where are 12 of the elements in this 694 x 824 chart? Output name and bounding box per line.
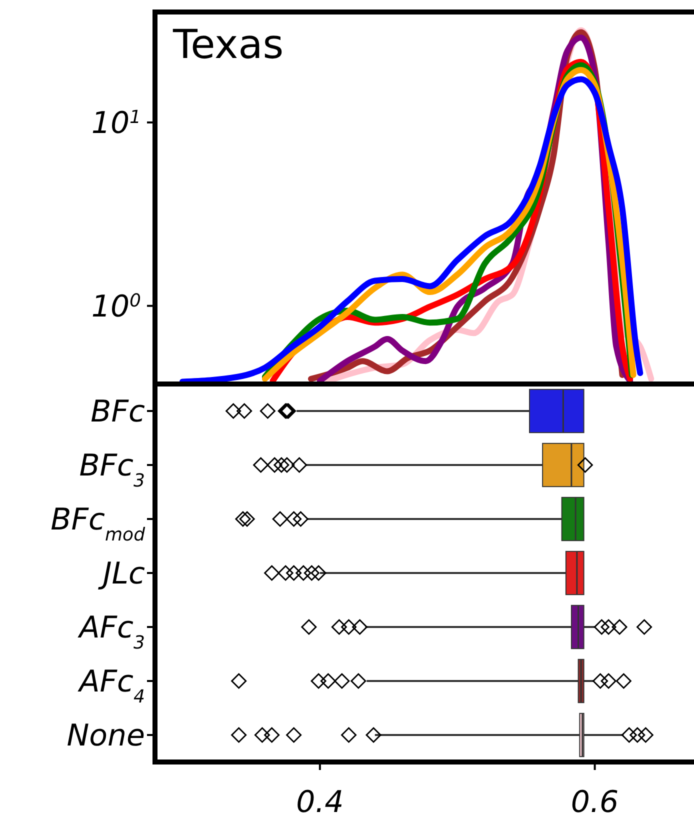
y-tick-label: JLc xyxy=(98,556,146,592)
y-tick-label: 10$^{1}$ xyxy=(91,106,141,141)
chart-title: Texas xyxy=(172,22,284,68)
y-tick-label: BFc$_{3}$ xyxy=(79,448,145,491)
y-tick-label: None xyxy=(66,718,145,754)
x-tick-label: 0.6 xyxy=(570,785,619,820)
y-tick-label: BFc xyxy=(90,394,146,430)
y-tick-label: AFc$_{4}$ xyxy=(77,664,145,707)
x-tick-label: 0.4 xyxy=(296,785,344,820)
y-tick-label: 10$^{0}$ xyxy=(91,289,141,324)
y-tick-label: AFc$_{3}$ xyxy=(77,610,145,653)
y-tick-label: BFc$_{mod}$ xyxy=(50,502,146,545)
